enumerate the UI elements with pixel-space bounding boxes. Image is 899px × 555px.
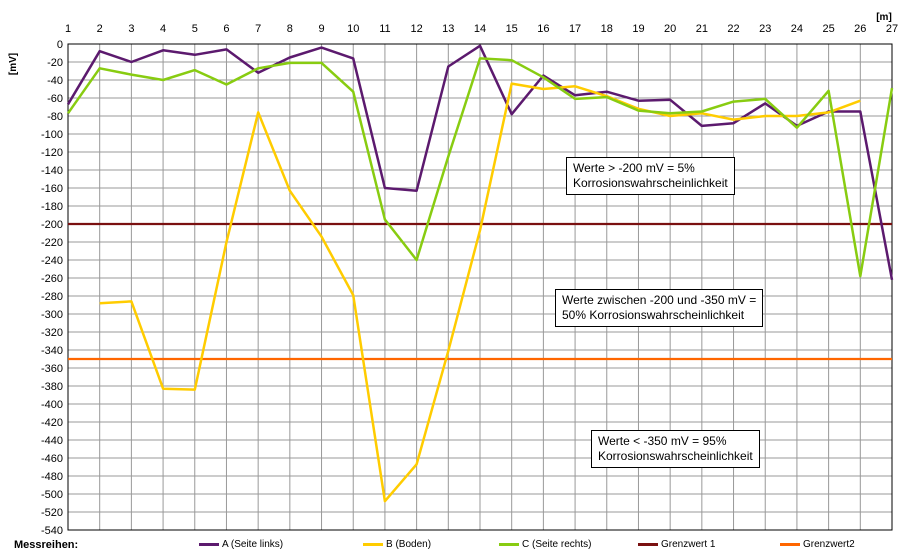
x-tick-label: 7 (255, 23, 261, 35)
legend-item-grenzwert-2: Grenzwert2 (780, 537, 855, 551)
y-tick-label: -500 (41, 489, 63, 501)
x-tick-label: 1 (65, 23, 71, 35)
y-tick-label: -480 (41, 471, 63, 483)
legend-item-grenzwert-1: Grenzwert 1 (638, 537, 715, 551)
x-tick-label: 13 (442, 23, 454, 35)
y-tick-label: -380 (41, 381, 63, 393)
y-tick-label: 0 (57, 39, 63, 51)
y-tick-label: -540 (41, 525, 63, 537)
annotation-line: Korrosionswahrscheinlichkeit (598, 449, 753, 463)
y-tick-label: -360 (41, 363, 63, 375)
series-line (66, 44, 894, 281)
y-tick-label: -400 (41, 399, 63, 411)
legend-label: A (Seite links) (222, 538, 284, 550)
x-tick-labels: 1 2 3 4 5 6 7 8 9 10 11 12 13 14 15 16 17 18 19 20 21 22 23 24 2… (65, 23, 898, 35)
x-tick-label: 15 (506, 23, 518, 35)
x-tick-label: 16 (537, 23, 549, 35)
legend-swatch (638, 542, 658, 546)
series-lines (66, 44, 894, 503)
legend-swatch (780, 542, 800, 546)
x-tick-label: 20 (664, 23, 676, 35)
legend-title: Messreihen: (14, 539, 79, 551)
y-tick-labels: 0 -20 -40 -60 -80 -100 -120 -140 -160 -180 -200 -22… (41, 39, 63, 537)
annotation-line: Werte > -200 mV = 5% (573, 161, 695, 175)
legend-item-series-c: C (Seite rechts) (499, 537, 591, 551)
legend-swatch (199, 542, 219, 546)
x-tick-label: 2 (97, 23, 103, 35)
y-tick-label: -320 (41, 327, 63, 339)
annotation-box-medium-risk: Werte zwischen -200 und -350 mV = 50% Ko… (555, 289, 764, 327)
y-tick-label: -220 (41, 237, 63, 249)
y-tick-label: -340 (41, 345, 63, 357)
x-tick-label: 23 (759, 23, 771, 35)
legend-item-series-a: A (Seite links) (199, 537, 283, 551)
threshold-lines (68, 222, 892, 361)
legend-item-series-b: B (Boden) (363, 537, 431, 551)
y-tick-label: -100 (41, 129, 63, 141)
x-tick-label: 22 (727, 23, 739, 35)
x-tick-label: 8 (287, 23, 293, 35)
x-tick-label: 5 (192, 23, 198, 35)
y-tick-label: -200 (41, 219, 63, 231)
y-tick-label: -60 (47, 93, 63, 105)
y-tick-label: -80 (47, 111, 63, 123)
annotation-box-high-risk: Werte < -350 mV = 95% Korrosionswahrsche… (591, 430, 760, 468)
legend-swatch (363, 542, 383, 546)
y-tick-label: -120 (41, 147, 63, 159)
x-tick-label: 24 (791, 23, 803, 35)
y-tick-label: -420 (41, 417, 63, 429)
legend-label: C (Seite rechts) (522, 538, 592, 550)
x-tick-label: 14 (474, 23, 486, 35)
y-tick-label: -300 (41, 309, 63, 321)
y-tick-label: -40 (47, 75, 63, 87)
y-tick-label: -180 (41, 201, 63, 213)
y-tick-label: -460 (41, 453, 63, 465)
y-tick-label: -240 (41, 255, 63, 267)
x-tick-label: 12 (410, 23, 422, 35)
x-tick-label: 18 (601, 23, 613, 35)
plot-border (67, 43, 893, 531)
x-tick-label: 19 (632, 23, 644, 35)
x-tick-label: 10 (347, 23, 359, 35)
y-tick-label: -160 (41, 183, 63, 195)
annotation-line: Werte zwischen -200 und -350 mV = (562, 293, 757, 307)
legend-label: Grenzwert 1 (661, 538, 716, 550)
x-tick-label: 3 (128, 23, 134, 35)
series-line (99, 82, 861, 503)
y-tick-label: -260 (41, 273, 63, 285)
annotation-line: Werte < -350 mV = 95% (598, 434, 727, 448)
x-tick-label: 21 (696, 23, 708, 35)
annotation-line: Korrosionswahrscheinlichkeit (573, 176, 728, 190)
y-tick-label: -520 (41, 507, 63, 519)
x-tick-label: 11 (379, 23, 390, 35)
legend-swatch (499, 542, 519, 546)
x-tick-label: 25 (822, 23, 834, 35)
y-tick-label: -440 (41, 435, 63, 447)
x-tick-label: 17 (569, 23, 581, 35)
x-tick-label: 6 (223, 23, 229, 35)
series-line (66, 57, 894, 278)
annotation-box-low-risk: Werte > -200 mV = 5% Korrosionswahrschei… (566, 157, 735, 195)
annotation-line: 50% Korrosionswahrscheinlichkeit (562, 308, 745, 322)
y-tick-label: -280 (41, 291, 63, 303)
y-tick-label: -140 (41, 165, 63, 177)
x-tick-label: 9 (318, 23, 324, 35)
legend-label: Grenzwert2 (803, 538, 855, 550)
x-tick-label: 4 (160, 23, 166, 35)
legend-label: B (Boden) (386, 538, 432, 550)
y-tick-label: -20 (47, 57, 63, 69)
x-tick-label: 26 (854, 23, 866, 35)
y-axis-unit: [mV] (8, 53, 19, 75)
x-tick-label: 27 (886, 23, 898, 35)
x-axis-unit: [m] (876, 12, 892, 23)
